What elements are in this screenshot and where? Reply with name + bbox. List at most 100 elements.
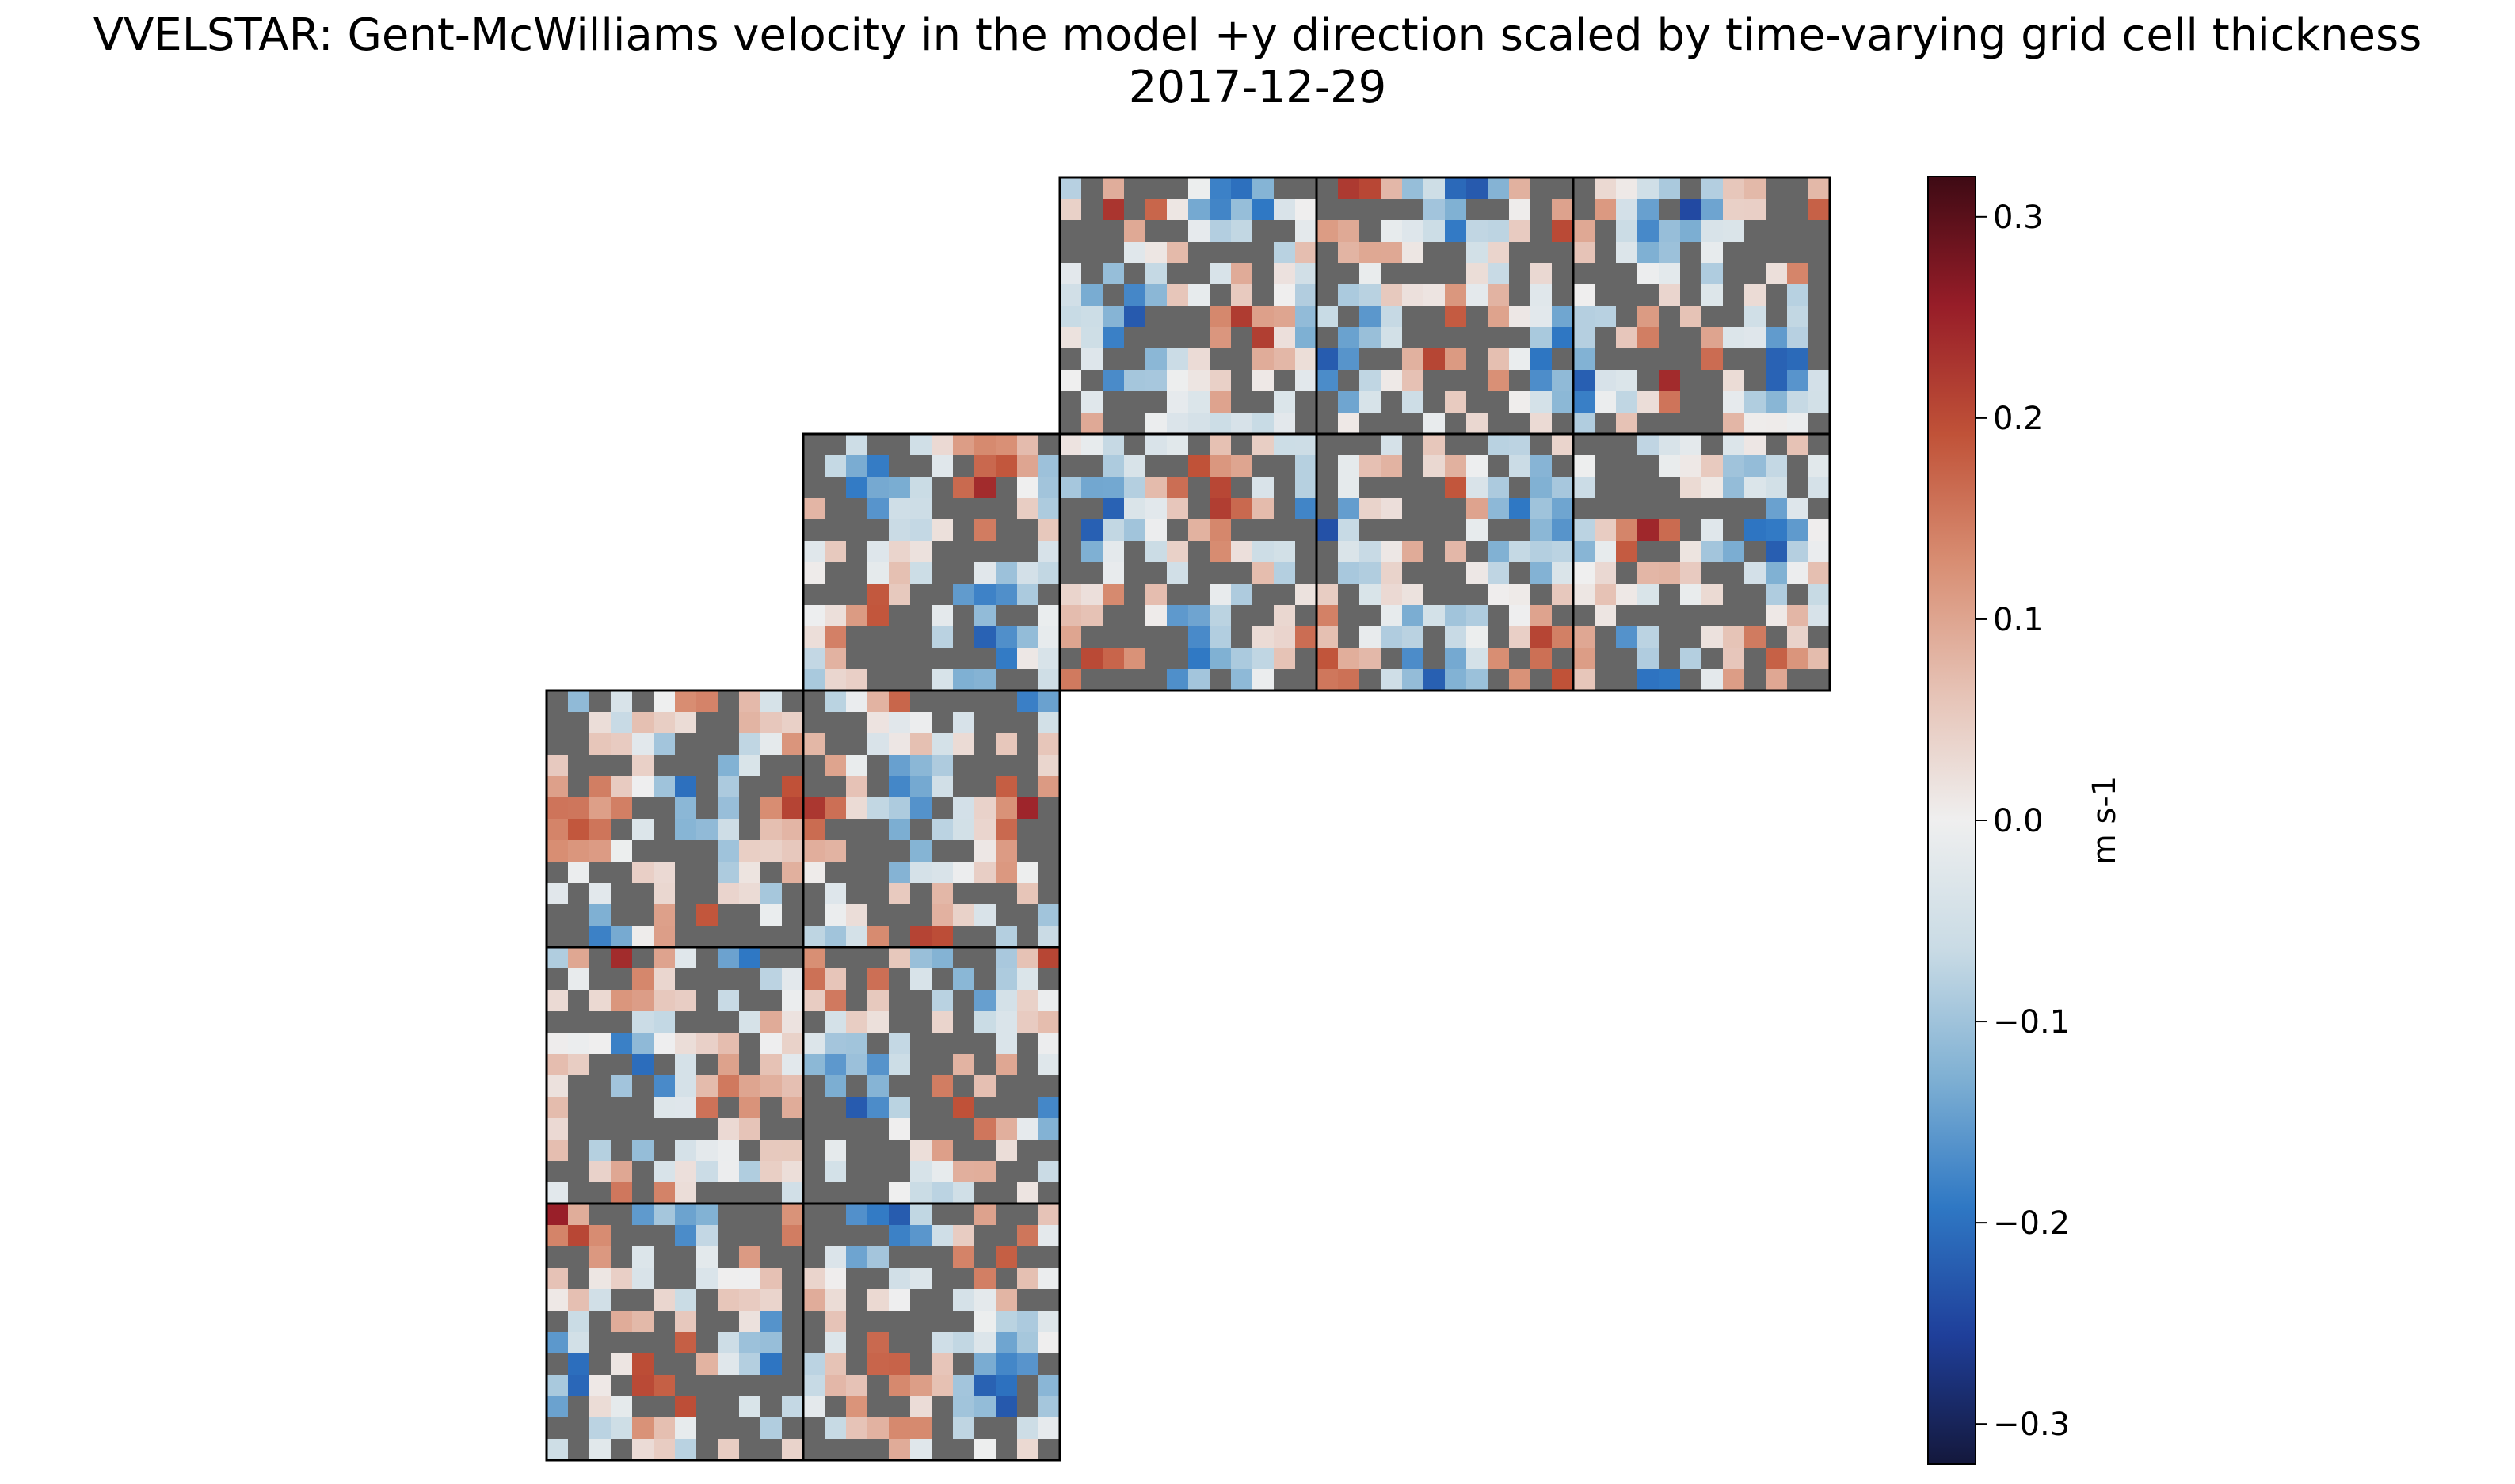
ocean-cell xyxy=(910,1182,932,1204)
ocean-cell xyxy=(953,1054,974,1075)
ocean-cell xyxy=(974,990,996,1011)
ocean-cell xyxy=(1509,626,1530,648)
ocean-cell xyxy=(1038,1417,1060,1439)
ocean-cell xyxy=(1509,348,1530,370)
ocean-cell xyxy=(846,455,867,477)
ocean-cell xyxy=(1081,541,1103,562)
ocean-cell xyxy=(696,1161,718,1182)
ocean-cell xyxy=(1723,626,1744,648)
ocean-cell xyxy=(1124,306,1145,327)
ocean-cell xyxy=(932,733,953,755)
ocean-cell xyxy=(889,712,910,733)
ocean-cell xyxy=(1103,327,1124,348)
ocean-cell xyxy=(889,1204,910,1225)
ocean-cell xyxy=(867,1417,889,1439)
ocean-cell xyxy=(1808,605,1830,626)
ocean-cell xyxy=(760,1417,782,1439)
ocean-cell xyxy=(1210,306,1231,327)
ocean-cell xyxy=(846,1396,867,1417)
ocean-cell xyxy=(1595,541,1616,562)
ocean-cell xyxy=(953,1182,974,1204)
ocean-cell xyxy=(1573,669,1595,691)
ocean-cell xyxy=(889,733,910,755)
ocean-cell xyxy=(1038,1204,1060,1225)
ocean-cell xyxy=(1188,648,1210,669)
ocean-cell xyxy=(1210,498,1231,519)
ocean-cell xyxy=(974,605,996,626)
ocean-cell xyxy=(1295,626,1317,648)
ocean-cell xyxy=(1274,327,1295,348)
ocean-cell xyxy=(589,883,611,904)
ocean-cell xyxy=(910,733,932,755)
ocean-cell xyxy=(803,1353,825,1375)
ocean-cell xyxy=(1017,626,1038,648)
ocean-cell xyxy=(1103,648,1124,669)
ocean-cell xyxy=(675,1161,696,1182)
ocean-cell xyxy=(1637,669,1659,691)
ocean-cell xyxy=(803,990,825,1011)
ocean-cell xyxy=(1338,220,1359,242)
ocean-cell xyxy=(953,1161,974,1182)
ocean-cell xyxy=(1787,391,1808,413)
ocean-cell xyxy=(1038,1375,1060,1396)
ocean-cell xyxy=(739,1311,760,1332)
ocean-cell xyxy=(1167,413,1188,434)
ocean-cell xyxy=(782,819,803,840)
ocean-cell xyxy=(1060,584,1081,605)
ocean-cell xyxy=(910,1140,932,1161)
ocean-cell xyxy=(1338,327,1359,348)
ocean-cell xyxy=(1616,519,1637,541)
ocean-cell xyxy=(1017,1118,1038,1140)
ocean-cell xyxy=(589,1268,611,1289)
ocean-cell xyxy=(974,1011,996,1033)
ocean-cell xyxy=(718,1118,739,1140)
ocean-cell xyxy=(996,862,1017,883)
ocean-cell xyxy=(1659,177,1680,199)
ocean-cell xyxy=(1124,370,1145,391)
ocean-cell xyxy=(782,862,803,883)
ocean-cell xyxy=(1145,584,1167,605)
ocean-cell xyxy=(1723,177,1744,199)
ocean-cell xyxy=(1017,797,1038,819)
ocean-cell xyxy=(1295,455,1317,477)
ocean-cell xyxy=(718,862,739,883)
ocean-cell xyxy=(1766,605,1787,626)
ocean-cell xyxy=(910,776,932,797)
ocean-cell xyxy=(1210,605,1231,626)
ocean-cell xyxy=(632,776,654,797)
ocean-cell xyxy=(1744,391,1766,413)
ocean-cell xyxy=(1038,1011,1060,1033)
ocean-cell xyxy=(1167,605,1188,626)
ocean-cell xyxy=(654,776,675,797)
ocean-cell xyxy=(1038,755,1060,776)
ocean-cell xyxy=(825,1417,846,1439)
ocean-cell xyxy=(1701,242,1723,263)
ocean-cell xyxy=(782,1161,803,1182)
ocean-cell xyxy=(953,669,974,691)
ocean-cell xyxy=(1103,455,1124,477)
ocean-cell xyxy=(1659,263,1680,284)
ocean-cell xyxy=(1530,348,1552,370)
ocean-cell xyxy=(611,733,632,755)
ocean-cell xyxy=(1723,455,1744,477)
ocean-cell xyxy=(932,1075,953,1097)
ocean-cell xyxy=(1423,220,1445,242)
ocean-cell xyxy=(1060,263,1081,284)
tile-c xyxy=(1572,176,1831,436)
ocean-cell xyxy=(1573,220,1595,242)
ocean-cell xyxy=(1701,220,1723,242)
ocean-cell xyxy=(1210,413,1231,434)
ocean-cell xyxy=(1145,348,1167,370)
ocean-cell xyxy=(1017,862,1038,883)
ocean-cell xyxy=(1381,562,1402,584)
ocean-cell xyxy=(1445,220,1466,242)
ocean-cell xyxy=(889,1118,910,1140)
ocean-cell xyxy=(1530,370,1552,391)
ocean-cell xyxy=(675,1204,696,1225)
ocean-cell xyxy=(953,819,974,840)
ocean-cell xyxy=(910,1396,932,1417)
colorbar-label: m s-1 xyxy=(2086,776,2123,865)
ocean-cell xyxy=(654,1011,675,1033)
ocean-cell xyxy=(1680,455,1701,477)
ocean-cell xyxy=(1445,348,1466,370)
